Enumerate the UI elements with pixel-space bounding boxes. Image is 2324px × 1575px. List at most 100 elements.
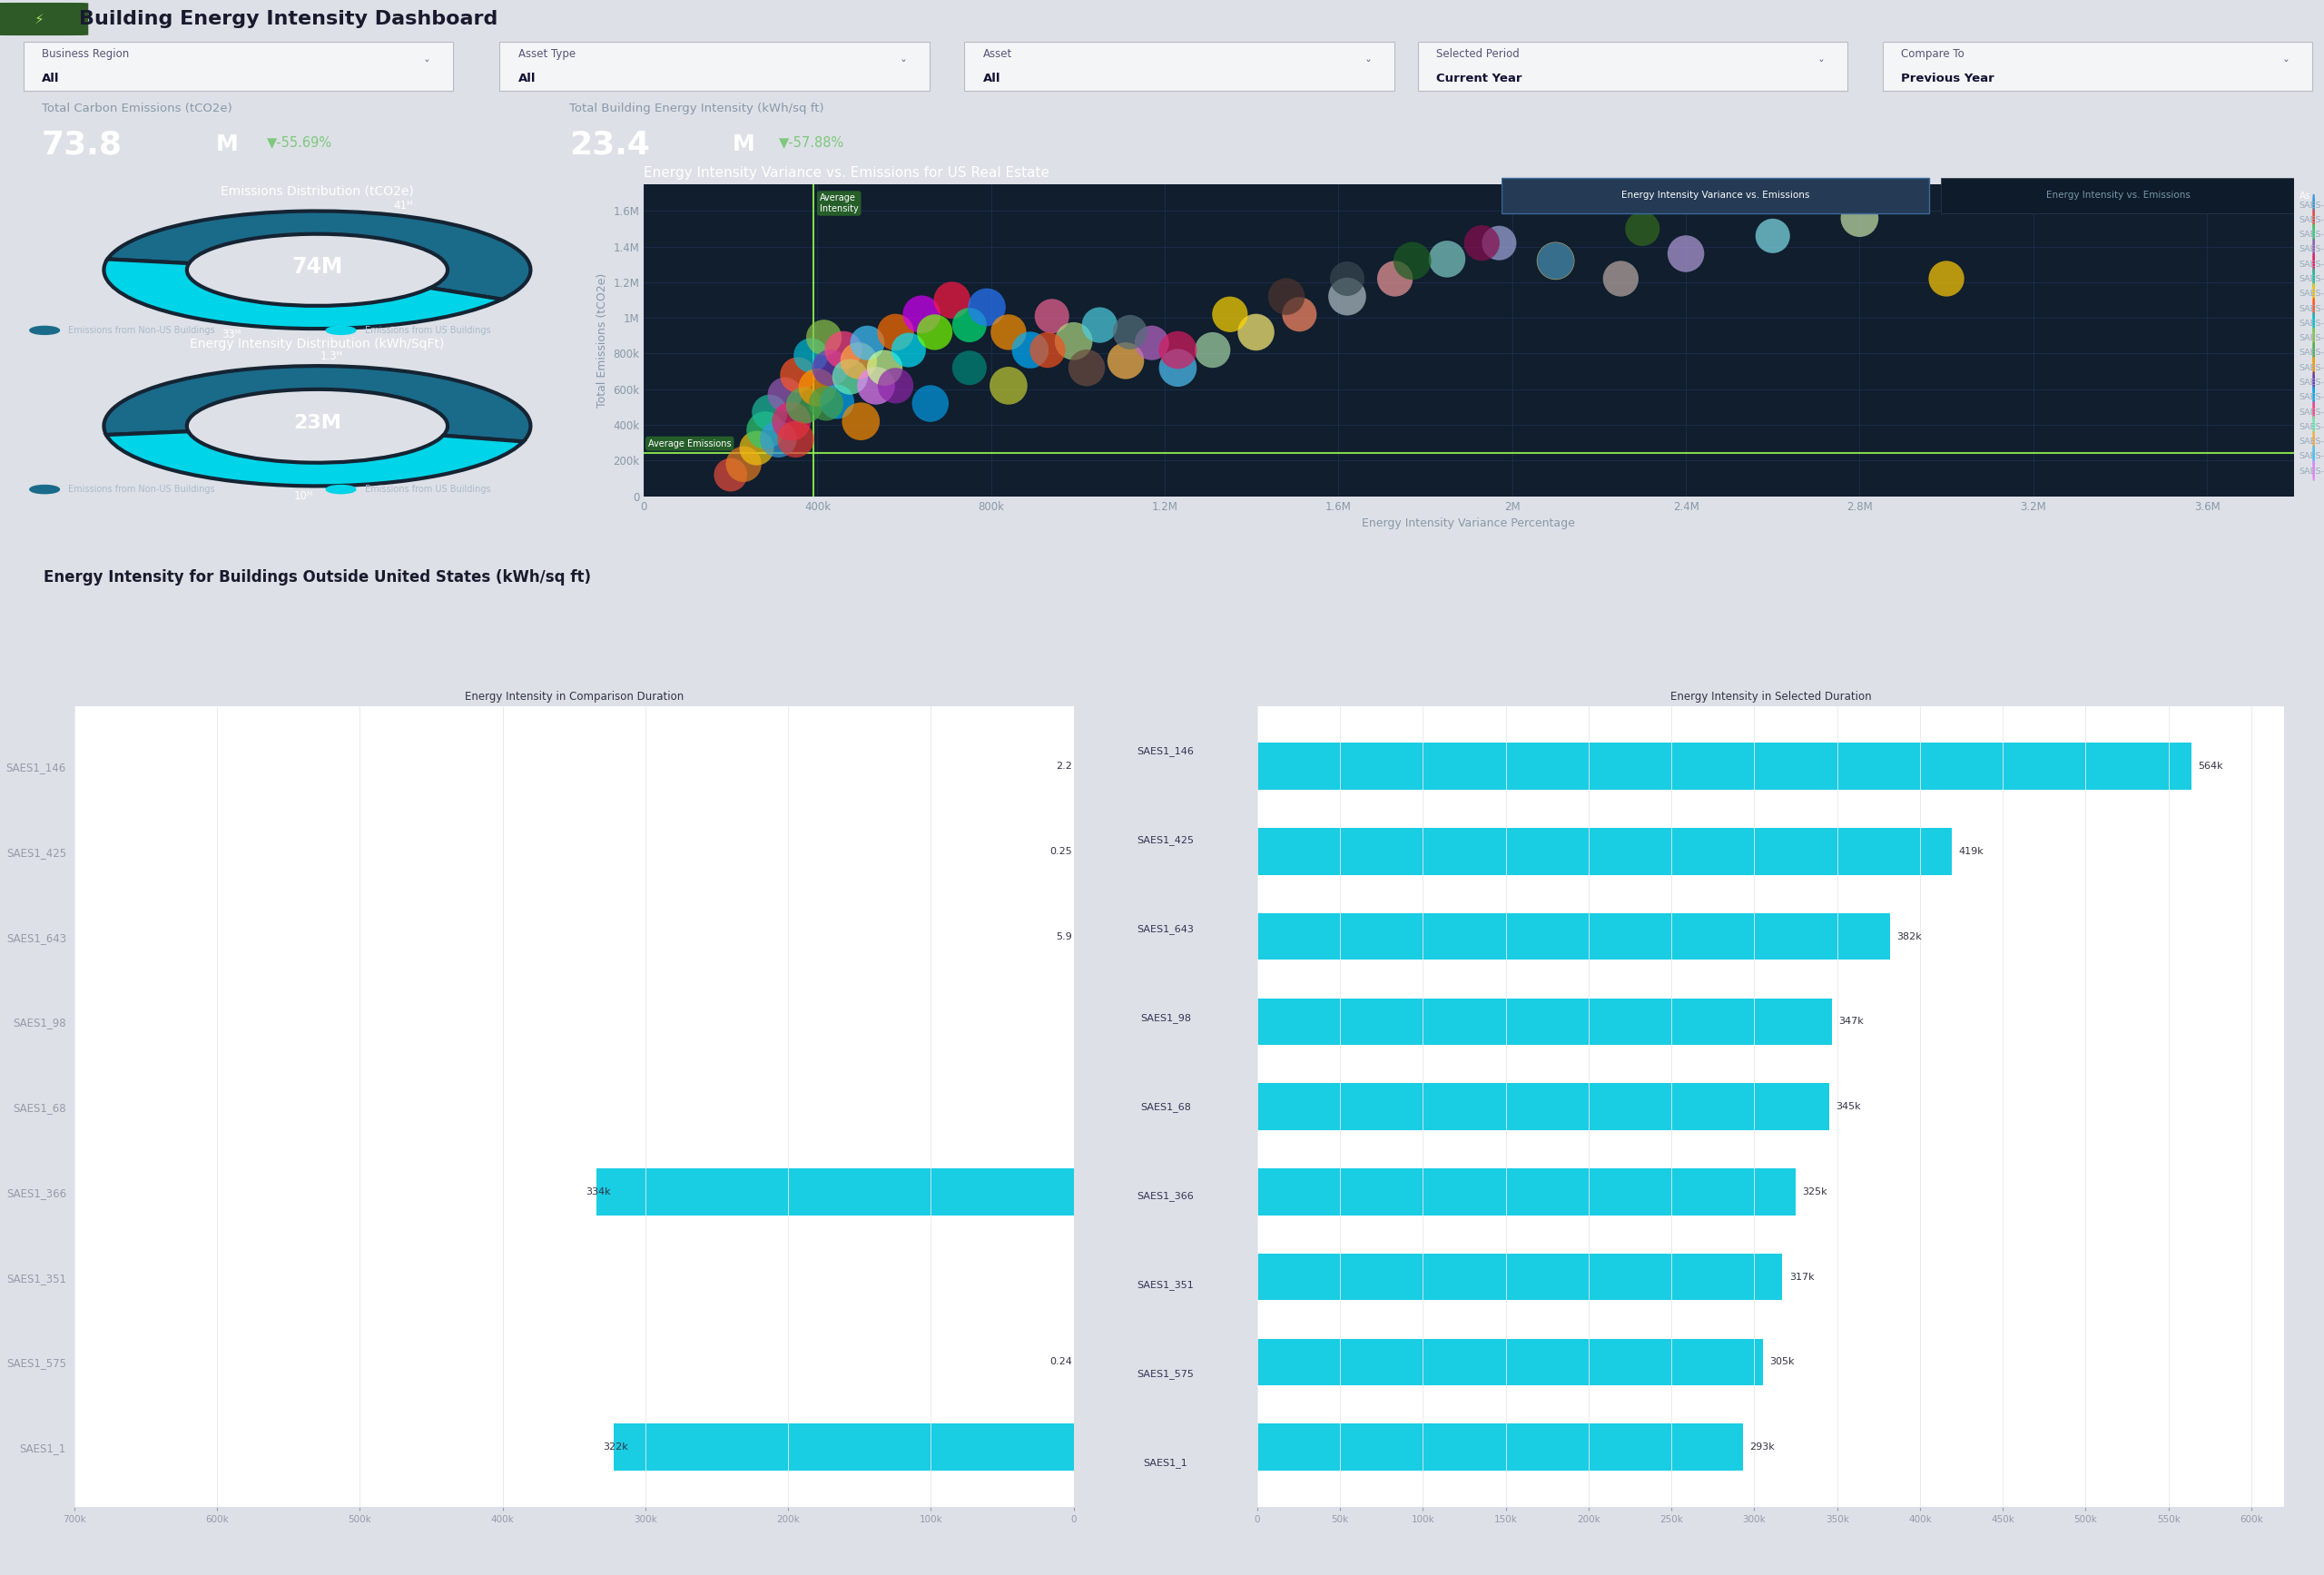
Text: 325k: 325k xyxy=(1803,1188,1827,1197)
Point xyxy=(1536,249,1573,274)
Text: Emissions from Non-US Buildings: Emissions from Non-US Buildings xyxy=(67,326,216,335)
Text: Asset: Asset xyxy=(983,47,1013,60)
Text: SAES1_68: SAES1_68 xyxy=(1141,1102,1190,1112)
Point xyxy=(746,417,783,443)
Point xyxy=(1236,320,1274,345)
Text: SAES-DC1_127: SAES-DC1_127 xyxy=(2298,290,2324,298)
Text: 345k: 345k xyxy=(1836,1102,1862,1112)
Point xyxy=(739,436,776,461)
Text: Total Carbon Emissions (tCO2e): Total Carbon Emissions (tCO2e) xyxy=(42,102,232,115)
Point xyxy=(890,337,927,362)
Text: All: All xyxy=(518,72,537,85)
Text: Energy Intensity Distribution (kWh/SqFt): Energy Intensity Distribution (kWh/SqFt) xyxy=(191,337,444,350)
Point xyxy=(1011,337,1048,362)
Text: SAES1_351: SAES1_351 xyxy=(1136,1280,1195,1290)
Point xyxy=(760,427,797,452)
Point xyxy=(811,356,848,381)
Bar xyxy=(1257,914,1889,959)
Title: Energy Intensity in Comparison Duration: Energy Intensity in Comparison Duration xyxy=(465,691,683,702)
Text: Previous Year: Previous Year xyxy=(1901,72,1994,85)
FancyBboxPatch shape xyxy=(23,43,453,90)
Point xyxy=(806,324,844,350)
Text: Selected Period: Selected Period xyxy=(1436,47,1520,60)
Text: ˇ: ˇ xyxy=(2282,60,2289,72)
Point xyxy=(779,362,816,387)
Text: 73.8: 73.8 xyxy=(42,129,123,161)
Text: All: All xyxy=(42,72,60,85)
Point xyxy=(969,295,1006,320)
Point xyxy=(1269,284,1306,309)
FancyBboxPatch shape xyxy=(500,43,930,90)
Wedge shape xyxy=(105,260,502,329)
Point xyxy=(1160,337,1197,362)
Point xyxy=(1929,266,1966,291)
Text: M: M xyxy=(216,134,239,156)
Text: SAES-DC1_19: SAES-DC1_19 xyxy=(2298,422,2324,430)
Point xyxy=(1376,266,1413,291)
Text: 293k: 293k xyxy=(1750,1443,1776,1452)
Text: Energy Intensity for Buildings Outside United States (kWh/sq ft): Energy Intensity for Buildings Outside U… xyxy=(44,570,590,586)
Point xyxy=(1081,312,1118,337)
Wedge shape xyxy=(105,365,530,441)
Circle shape xyxy=(30,485,60,493)
Text: ˇ: ˇ xyxy=(423,60,430,72)
Text: Energy Intensity vs. Emissions: Energy Intensity vs. Emissions xyxy=(2045,191,2189,200)
Point xyxy=(876,320,913,345)
Circle shape xyxy=(30,326,60,334)
Point xyxy=(825,337,862,362)
Point xyxy=(990,320,1027,345)
Point xyxy=(1666,241,1703,266)
Text: 23.4: 23.4 xyxy=(569,129,651,161)
Point xyxy=(848,331,885,356)
FancyBboxPatch shape xyxy=(1418,43,1848,90)
Title: Energy Intensity in Selected Duration: Energy Intensity in Selected Duration xyxy=(1671,691,1871,702)
Text: ˇ: ˇ xyxy=(899,60,906,72)
Text: 10ᴹ: 10ᴹ xyxy=(293,490,314,502)
Point xyxy=(751,400,788,425)
Text: SAES-DC1_199: SAES-DC1_199 xyxy=(2298,452,2324,460)
Text: SAES-DC1_142: SAES-DC1_142 xyxy=(2298,334,2324,342)
Point xyxy=(839,348,876,373)
Wedge shape xyxy=(107,211,530,299)
Text: 419k: 419k xyxy=(1959,847,1982,855)
Text: Building Energy Intensity Dashboard: Building Energy Intensity Dashboard xyxy=(79,9,497,28)
Text: 0.25: 0.25 xyxy=(1050,847,1071,855)
Bar xyxy=(1257,828,1952,874)
Text: SAES-DC1_150: SAES-DC1_150 xyxy=(2298,362,2324,372)
FancyBboxPatch shape xyxy=(1941,178,2294,214)
Text: Asset Type: Asset Type xyxy=(518,47,576,60)
Point xyxy=(767,383,804,408)
Text: SAES-DC1_100: SAES-DC1_100 xyxy=(2298,216,2324,224)
Text: SAES-DC1_124: SAES-DC1_124 xyxy=(2298,274,2324,282)
Text: 347k: 347k xyxy=(1838,1017,1864,1025)
Text: Average Emissions: Average Emissions xyxy=(648,439,732,449)
Text: 23M: 23M xyxy=(293,414,342,432)
Bar xyxy=(1257,1169,1796,1216)
Text: Total Building Energy Intensity (kWh/sq ft): Total Building Energy Intensity (kWh/sq … xyxy=(569,102,825,115)
Bar xyxy=(1257,1254,1783,1301)
Text: SAES-DC1_154: SAES-DC1_154 xyxy=(2298,378,2324,386)
Point xyxy=(951,356,988,381)
Text: As: As xyxy=(2298,192,2310,202)
Bar xyxy=(597,1169,1074,1216)
Y-axis label: Total Emissions (tCO2e): Total Emissions (tCO2e) xyxy=(595,272,609,408)
Point xyxy=(867,356,904,381)
Point xyxy=(786,392,823,417)
Point xyxy=(1464,230,1501,255)
Point xyxy=(1536,249,1573,274)
Point xyxy=(1281,302,1318,328)
Point xyxy=(916,320,953,345)
FancyBboxPatch shape xyxy=(964,43,1394,90)
Text: Emissions Distribution (tCO2e): Emissions Distribution (tCO2e) xyxy=(221,184,414,197)
FancyBboxPatch shape xyxy=(1882,43,2312,90)
Text: 317k: 317k xyxy=(1789,1273,1815,1282)
Point xyxy=(1841,205,1878,230)
Text: All: All xyxy=(983,72,1002,85)
Point xyxy=(832,364,869,389)
Point xyxy=(1329,266,1367,291)
Point xyxy=(1055,329,1092,354)
Text: Compare To: Compare To xyxy=(1901,47,1964,60)
Text: SAES1_366: SAES1_366 xyxy=(1136,1191,1195,1200)
Text: Emissions from Non-US Buildings: Emissions from Non-US Buildings xyxy=(67,485,216,495)
Point xyxy=(990,373,1027,398)
